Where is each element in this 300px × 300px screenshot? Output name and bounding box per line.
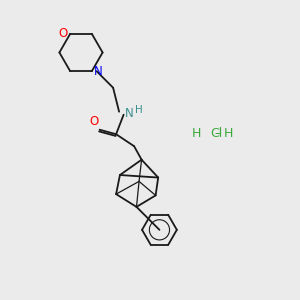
Text: N: N bbox=[94, 65, 103, 78]
Text: –: – bbox=[214, 127, 220, 140]
Text: H: H bbox=[224, 127, 233, 140]
Text: O: O bbox=[90, 115, 99, 128]
Text: O: O bbox=[58, 27, 67, 40]
Text: H: H bbox=[135, 105, 143, 115]
Text: H: H bbox=[192, 127, 201, 140]
Text: N: N bbox=[124, 107, 133, 120]
Text: Cl: Cl bbox=[210, 127, 222, 140]
